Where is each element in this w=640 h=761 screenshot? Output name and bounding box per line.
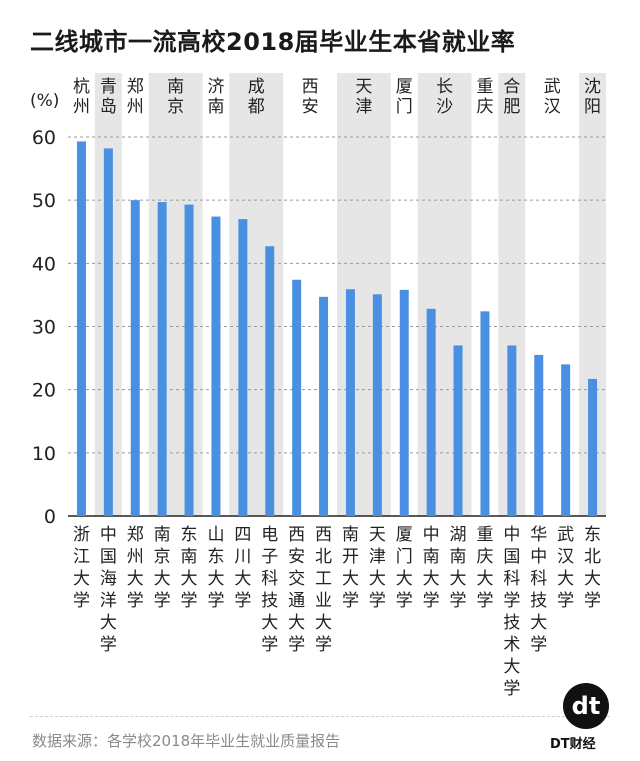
- source-note: 数据来源：各学校2018年毕业生就业质量报告: [32, 732, 341, 750]
- y-tick-label: 10: [32, 443, 56, 465]
- bar: [534, 354, 544, 516]
- bar: [345, 289, 355, 516]
- x-tick-label: 天津大学: [369, 525, 386, 611]
- x-tick-label: 湖南大学: [450, 525, 467, 611]
- x-tick-label: 四川大学: [234, 525, 251, 611]
- bar: [238, 219, 248, 516]
- x-tick-label: 厦门大学: [396, 525, 413, 611]
- city-label: 武汉: [544, 77, 561, 117]
- y-tick-label: 30: [32, 317, 56, 339]
- city-band: [229, 73, 284, 516]
- x-tick-label: 重庆大学: [476, 525, 493, 611]
- city-label: 郑州: [127, 77, 144, 117]
- bar: [480, 311, 490, 516]
- city-band: [417, 73, 472, 516]
- x-tick-label: 中南大学: [423, 525, 440, 611]
- city-label: 沈阳: [584, 77, 601, 117]
- bar: [561, 364, 571, 516]
- dt-logo: dt: [563, 683, 609, 729]
- bar-chart: 0 10 20 30 40 50 60 (%) 杭州青岛郑州南京济南成都西安天津厦门长沙重庆合…: [30, 73, 606, 699]
- x-tick-label: 南京大学: [154, 525, 171, 611]
- x-tick-label: 浙江大学: [73, 525, 90, 611]
- city-band: [148, 73, 203, 516]
- city-label: 重庆: [476, 77, 493, 117]
- x-tick-label: 电子科技大学: [261, 525, 278, 655]
- city-band: [337, 73, 391, 516]
- city-label: 杭州: [73, 77, 90, 117]
- bar: [507, 345, 517, 516]
- chart-title: 二线城市一流高校2018届毕业生本省就业率: [30, 28, 516, 56]
- city-label: 合肥: [503, 77, 520, 117]
- city-label: 西安: [302, 77, 319, 117]
- city-label: 长沙: [436, 77, 453, 117]
- x-tick-label: 武汉大学: [557, 525, 574, 611]
- bar: [184, 204, 194, 517]
- bar: [292, 279, 302, 516]
- x-tick-label: 西安交通大学: [288, 525, 305, 655]
- bar: [103, 148, 113, 516]
- bar: [130, 200, 140, 516]
- bar: [211, 216, 221, 516]
- x-tick-label: 东南大学: [181, 525, 198, 611]
- bar: [319, 296, 329, 516]
- brand-name: DT财经: [550, 737, 596, 752]
- x-labels: 浙江大学中国海洋大学郑州大学南京大学东南大学山东大学四川大学电子科技大学西安交通…: [73, 525, 601, 699]
- city-label: 南京: [167, 77, 184, 117]
- y-tick-label: 0: [44, 506, 56, 528]
- bars: [76, 141, 598, 517]
- bar: [265, 246, 275, 517]
- x-tick-label: 南开大学: [342, 525, 359, 611]
- x-tick-label: 中国海洋大学: [100, 525, 117, 655]
- x-tick-label: 西北工业大学: [315, 525, 332, 655]
- city-label: 天津: [355, 77, 372, 117]
- city-label: 青岛: [100, 77, 117, 117]
- x-tick-label: 山东大学: [207, 525, 224, 611]
- x-tick-label: 东北大学: [584, 525, 601, 611]
- y-tick-label: 40: [32, 253, 56, 275]
- y-axis-unit: (%): [30, 91, 59, 111]
- bar: [372, 294, 382, 516]
- x-tick-label: 郑州大学: [127, 525, 144, 611]
- x-tick-label: 中国科学技术大学: [503, 525, 520, 699]
- footer-divider: [30, 716, 610, 717]
- x-tick-label: 华中科技大学: [530, 525, 547, 655]
- city-label: 济南: [207, 77, 224, 117]
- y-tick-label: 50: [32, 190, 56, 212]
- bar: [588, 378, 598, 516]
- bar: [157, 202, 167, 517]
- y-tick-label: 60: [32, 127, 56, 149]
- city-label: 成都: [248, 77, 265, 117]
- y-tick-label: 20: [32, 380, 56, 402]
- bar: [76, 141, 86, 516]
- bar: [399, 289, 409, 516]
- bar: [426, 308, 436, 516]
- city-label: 厦门: [396, 77, 413, 117]
- bar: [453, 345, 463, 516]
